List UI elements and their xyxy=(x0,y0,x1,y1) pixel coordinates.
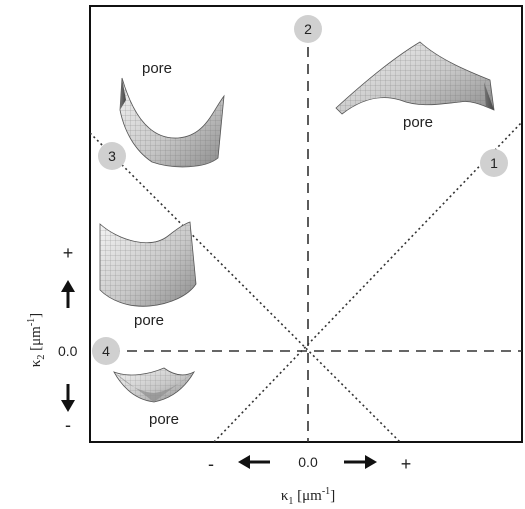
marker-1-label: 1 xyxy=(490,155,498,171)
inset-mid-left-surface: pore xyxy=(99,221,197,329)
y-minus-sign: - xyxy=(65,415,71,435)
x-zero-label: 0.0 xyxy=(298,454,318,470)
inset-bottom-left-label: pore xyxy=(149,411,179,428)
x-right-arrow-icon xyxy=(344,455,377,469)
marker-1: 1 xyxy=(480,149,508,177)
inset-top-left-surface: pore xyxy=(119,60,225,168)
x-axis-unit-close: ] xyxy=(330,488,335,504)
x-left-arrow-icon xyxy=(238,455,270,469)
x-axis-subscript: 1 xyxy=(288,496,293,507)
x-minus-sign: - xyxy=(208,454,214,474)
y-axis-symbol: κ xyxy=(28,359,44,367)
y-axis-unit-close: ] xyxy=(28,313,44,318)
inset-bottom-left-surface: pore xyxy=(113,367,196,428)
inset-top-left-label: pore xyxy=(142,60,172,77)
diagonal-line-1 xyxy=(213,121,522,442)
y-zero-label: 0.0 xyxy=(58,343,78,359)
x-axis-title: κ1 [μm-1] xyxy=(281,486,335,507)
y-up-arrow-icon xyxy=(61,280,75,308)
plot-frame xyxy=(89,5,523,443)
marker-2: 2 xyxy=(294,15,322,43)
inset-top-right-label: pore xyxy=(403,114,433,131)
y-axis-subscript: 2 xyxy=(36,355,47,360)
marker-2-label: 2 xyxy=(304,21,312,37)
marker-4: 4 xyxy=(92,337,120,365)
inset-top-right-surface: pore xyxy=(335,41,495,131)
inset-mid-left-label: pore xyxy=(134,312,164,329)
x-axis-symbol: κ xyxy=(281,488,289,504)
marker-4-label: 4 xyxy=(102,343,110,359)
marker-3: 3 xyxy=(98,142,126,170)
x-axis-unit-sup: -1 xyxy=(322,486,330,497)
marker-3-label: 3 xyxy=(108,148,116,164)
y-down-arrow-icon xyxy=(61,384,75,412)
x-axis-unit-open: [μm xyxy=(293,488,322,504)
y-axis-unit-sup: -1 xyxy=(26,318,37,326)
y-axis-title: κ2 [μm-1] xyxy=(26,313,47,367)
x-plus-sign: + xyxy=(401,454,412,474)
y-plus-sign: + xyxy=(63,243,74,263)
y-axis-unit-open: [μm xyxy=(28,326,44,355)
